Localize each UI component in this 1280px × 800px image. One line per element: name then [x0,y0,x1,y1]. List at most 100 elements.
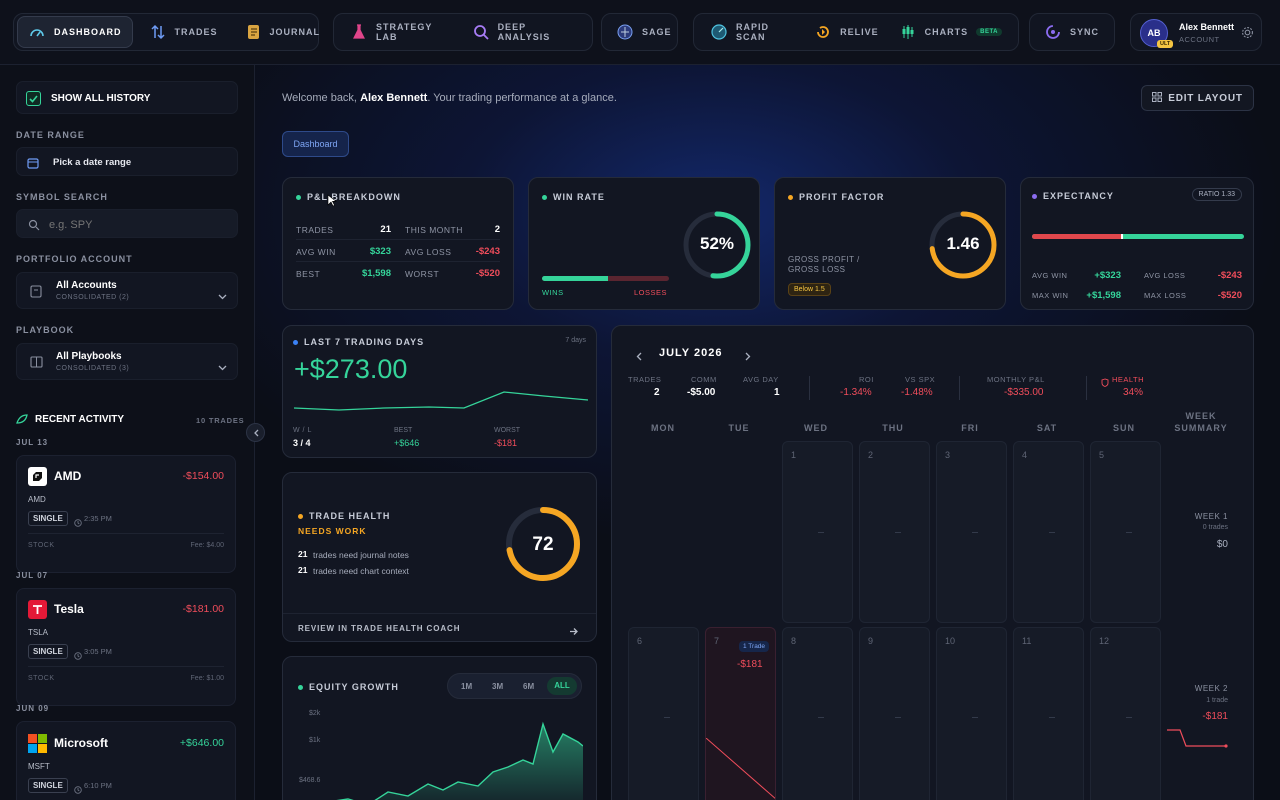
settings-gear-icon[interactable] [1241,26,1254,44]
calendar-day-loss[interactable]: 7 1 Trade -$181 [705,627,776,800]
calendar-month: JULY 2026 [659,347,723,359]
calendar-day[interactable]: 8 [782,627,853,800]
nav-trades[interactable]: TRADES [139,16,228,48]
nav-dashboard[interactable]: DASHBOARD [17,16,133,48]
nav-sync-label: SYNC [1070,27,1100,37]
stat-value: 34% [1123,387,1144,398]
range-6m[interactable]: 6M [523,682,535,691]
expectancy-title: EXPECTANCY [1032,191,1114,201]
next-month-button[interactable] [745,348,751,366]
review-health-coach-link[interactable]: REVIEW IN TRADE HEALTH COACH [283,614,596,642]
flask-icon [350,23,368,41]
wins-label: WINS [542,288,564,297]
activity-date: JUL 13 [16,438,49,447]
checkbox-checked-icon[interactable] [26,91,41,106]
activity-name: Microsoft [54,736,108,750]
win-rate-title: WIN RATE [542,192,605,202]
trade-health-score: 72 [532,534,554,555]
recent-activity-title: RECENT ACTIVITY [35,414,125,425]
expectancy-value: -$243 [1217,270,1242,281]
symbol-search-input[interactable] [49,216,229,233]
stat-value: 1 [774,387,780,398]
calendar-day[interactable]: 10 [936,627,1007,800]
show-all-history-toggle[interactable]: SHOW ALL HISTORY [16,81,238,114]
pnl-value: 21 [380,224,391,235]
pnl-label: WORST [405,269,440,279]
playbook-select[interactable]: All Playbooks CONSOLIDATED (3) [16,343,238,380]
activity-pnl: -$181.00 [182,603,224,615]
stat-value: -$5.00 [687,387,716,398]
day-number: 5 [1099,450,1105,460]
expectancy-ratio-badge: RATIO 1.33 [1191,188,1242,201]
trade-type-tag: SINGLE [28,778,68,793]
edit-layout-button[interactable]: EDIT LAYOUT [1141,85,1254,111]
range-1m[interactable]: 1M [461,682,473,691]
weekday-wed: WED [804,423,828,433]
profit-factor-desc: GROSS PROFIT / [788,255,860,264]
user-account-menu[interactable]: AB ULT Alex Bennett ACCOUNT [1130,13,1262,51]
weekday-sun: SUN [1112,423,1135,433]
nav-sync[interactable]: SYNC [1034,16,1109,48]
range-3m[interactable]: 3M [492,682,504,691]
calendar-day[interactable]: 12 [1090,627,1161,800]
trade-health-ring [506,507,580,581]
nav-sage[interactable]: SAGE [606,16,682,48]
weekday-thu: THU [882,423,904,433]
calendar-day[interactable]: 4 [1013,441,1084,623]
health-count: 21 [298,565,308,575]
nav-relive[interactable]: RELIVE [804,16,889,48]
nav-group-main: DASHBOARD TRADES JOURNAL [13,13,319,51]
prev-month-button[interactable] [636,348,642,366]
equity-growth-title-text: EQUITY GROWTH [309,682,399,692]
worst-label: WORST [494,427,521,434]
profit-factor-title-text: PROFIT FACTOR [799,192,885,202]
activity-pnl: +$646.00 [179,737,224,749]
notebook-icon [244,23,262,41]
calendar-day[interactable]: 11 [1013,627,1084,800]
day-pnl: -$181 [737,659,763,670]
nav-rapid-scan[interactable]: RAPID SCAN [700,16,804,48]
activity-pulse-icon [16,413,28,431]
nav-charts[interactable]: CHARTS BETA [889,16,1012,48]
replay-icon [814,23,832,41]
candlestick-icon [899,23,917,41]
nav-deep-analysis[interactable]: DEEP ANALYSIS [462,16,586,48]
arrow-right-icon [569,623,579,641]
range-all[interactable]: ALL [547,677,577,695]
pnl-value: $323 [369,246,391,257]
activity-item-amd[interactable]: AMD -$154.00 AMD SINGLE 2:35 PM STOCK Fe… [16,455,236,573]
activity-item-microsoft[interactable]: Microsoft +$646.00 MSFT SINGLE 6:10 PM [16,721,236,800]
clock-icon [74,781,82,799]
weekday-mon: MON [651,423,675,433]
weekday-sat: SAT [1036,423,1058,433]
calendar-day[interactable]: 1 [782,441,853,623]
activity-name: Tesla [54,602,84,616]
playbook-value: All Playbooks [56,351,122,362]
date-range-picker[interactable]: Pick a date range [16,147,238,176]
collapse-sidebar-button[interactable] [246,423,265,442]
calendar-day[interactable]: 5 [1090,441,1161,623]
calendar-day[interactable]: 6 [628,627,699,800]
week-label: WEEK 1 [1194,512,1228,521]
nav-journal[interactable]: JOURNAL [234,16,331,48]
stat-value: -$335.00 [1004,387,1044,398]
activity-time: 6:10 PM [84,781,112,790]
portfolio-select[interactable]: All Accounts CONSOLIDATED (2) [16,272,238,309]
activity-item-tesla[interactable]: Tesla -$181.00 TSLA SINGLE 3:05 PM STOCK… [16,588,236,706]
tab-dashboard[interactable]: Dashboard [282,131,349,157]
nav-strategy-lab[interactable]: STRATEGY LAB [340,16,462,48]
calendar-day[interactable]: 9 [859,627,930,800]
win-rate-ring [683,211,751,279]
asset-class: STOCK [28,675,55,682]
last-7-days-sparkline [294,391,588,411]
review-health-coach-label: REVIEW IN TRADE HEALTH COACH [298,624,461,633]
microsoft-logo-icon [28,734,47,753]
expectancy-label: AVG WIN [1032,271,1068,280]
calendar-day[interactable]: 3 [936,441,1007,623]
calendar-day[interactable]: 2 [859,441,930,623]
trade-health-status: NEEDS WORK [298,526,367,536]
day-trade-badge: 1 Trade [739,641,770,652]
nav-group-sage: SAGE [601,13,678,51]
top-navigation: DASHBOARD TRADES JOURNAL STRATEGY LAB DE… [0,0,1280,65]
show-all-history-label: SHOW ALL HISTORY [51,93,151,104]
